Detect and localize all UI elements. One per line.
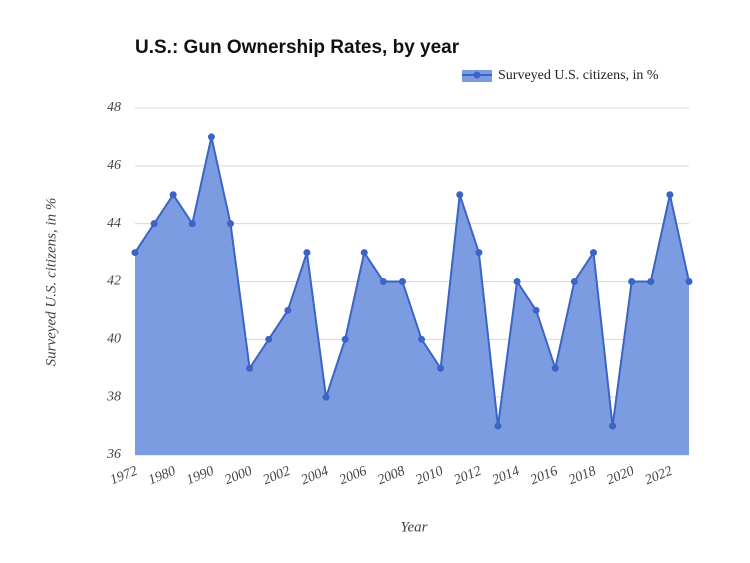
legend-marker — [473, 71, 481, 79]
x-tick-label: 2014 — [490, 464, 522, 488]
point — [207, 133, 215, 141]
point — [685, 278, 693, 285]
y-tick-label: 36 — [106, 447, 121, 462]
point — [398, 278, 406, 285]
x-tick-label: 2008 — [376, 464, 408, 488]
point — [360, 249, 368, 257]
point — [532, 306, 540, 314]
y-tick-label: 40 — [107, 332, 121, 347]
point — [379, 278, 387, 285]
x-tick-label: 2004 — [299, 464, 331, 488]
x-tick-label: 2010 — [414, 464, 446, 488]
point — [418, 335, 426, 343]
point — [284, 306, 292, 314]
x-tick-label: 2022 — [643, 464, 675, 488]
x-tick-label: 2012 — [452, 464, 484, 488]
point — [131, 249, 139, 257]
point — [188, 220, 196, 228]
point — [628, 278, 636, 285]
point — [169, 191, 177, 199]
y-tick-label: 46 — [107, 158, 121, 173]
point — [551, 364, 559, 372]
y-tick-label: 42 — [107, 274, 121, 289]
point — [666, 191, 674, 199]
point — [341, 335, 349, 343]
point — [513, 278, 521, 285]
point — [570, 278, 578, 285]
point — [494, 422, 502, 430]
x-tick-label: 2002 — [261, 464, 293, 488]
x-tick-label: 2016 — [528, 464, 560, 488]
point — [456, 191, 464, 199]
legend-label: Surveyed U.S. citizens, in % — [498, 68, 659, 83]
y-tick-label: 44 — [107, 216, 121, 231]
point — [246, 364, 254, 372]
point — [265, 335, 273, 343]
x-tick-label: 2020 — [605, 464, 637, 488]
y-tick-label: 38 — [106, 389, 121, 404]
area — [135, 136, 689, 455]
x-tick-label: 1972 — [108, 464, 140, 488]
x-tick-label: 1990 — [185, 464, 217, 488]
point — [589, 249, 597, 257]
point — [437, 364, 445, 372]
x-tick-label: 2018 — [567, 464, 599, 488]
chart-title: U.S.: Gun Ownership Rates, by year — [135, 37, 460, 58]
x-axis-label: Year — [401, 519, 428, 535]
y-axis-label: Surveyed U.S. citizens, in % — [43, 198, 59, 367]
point — [150, 220, 158, 228]
point — [475, 249, 483, 257]
x-tick-label: 2000 — [223, 464, 255, 488]
line — [134, 136, 690, 427]
point — [227, 220, 235, 228]
x-tick-label: 1980 — [146, 464, 178, 488]
point — [609, 422, 617, 430]
y-tick-label: 48 — [107, 100, 121, 115]
point — [647, 278, 655, 285]
point — [322, 393, 330, 401]
point — [303, 249, 311, 257]
x-tick-label: 2006 — [337, 464, 369, 488]
